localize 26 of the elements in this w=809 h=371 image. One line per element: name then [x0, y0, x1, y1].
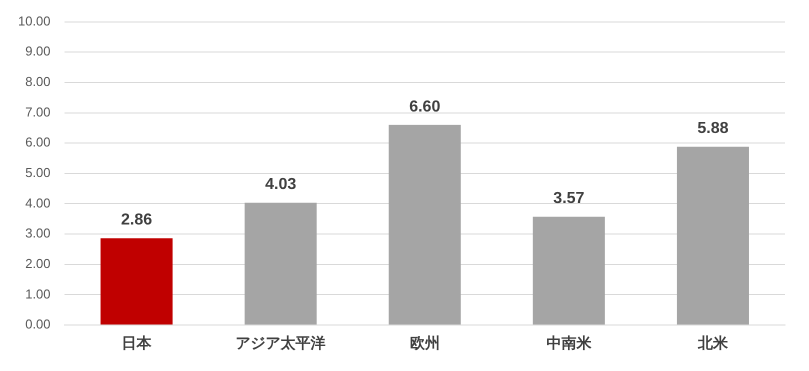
- bar: [676, 146, 749, 324]
- bar: [532, 216, 605, 324]
- y-tick-label: 1.00: [25, 286, 51, 302]
- x-tick-label: アジア太平洋: [236, 335, 326, 352]
- data-label: 4.03: [265, 176, 296, 194]
- bar: [244, 202, 317, 324]
- data-label: 2.86: [121, 212, 152, 229]
- y-tick-label: 0.00: [25, 316, 51, 332]
- y-tick-label: 7.00: [25, 104, 51, 120]
- bar: [100, 238, 173, 324]
- y-tick-label: 5.00: [25, 164, 51, 180]
- x-tick-label: 欧州: [410, 335, 440, 352]
- x-tick-label: 中南米: [546, 335, 592, 352]
- y-tick-label: 8.00: [25, 74, 51, 90]
- y-tick-label: 4.00: [25, 195, 51, 210]
- x-tick-label: 日本: [122, 335, 153, 352]
- y-tick-label: 6.00: [25, 134, 51, 150]
- bar: [388, 124, 461, 324]
- y-tick-label: 9.00: [25, 44, 51, 59]
- x-tick-label: 北米: [696, 335, 729, 352]
- data-label: 5.88: [697, 120, 729, 138]
- y-tick-label: 2.00: [25, 256, 51, 271]
- y-tick-label: 10.00: [18, 13, 51, 28]
- data-label: 6.60: [409, 98, 440, 116]
- data-label: 3.57: [553, 190, 585, 208]
- y-tick-label: 3.00: [25, 226, 51, 241]
